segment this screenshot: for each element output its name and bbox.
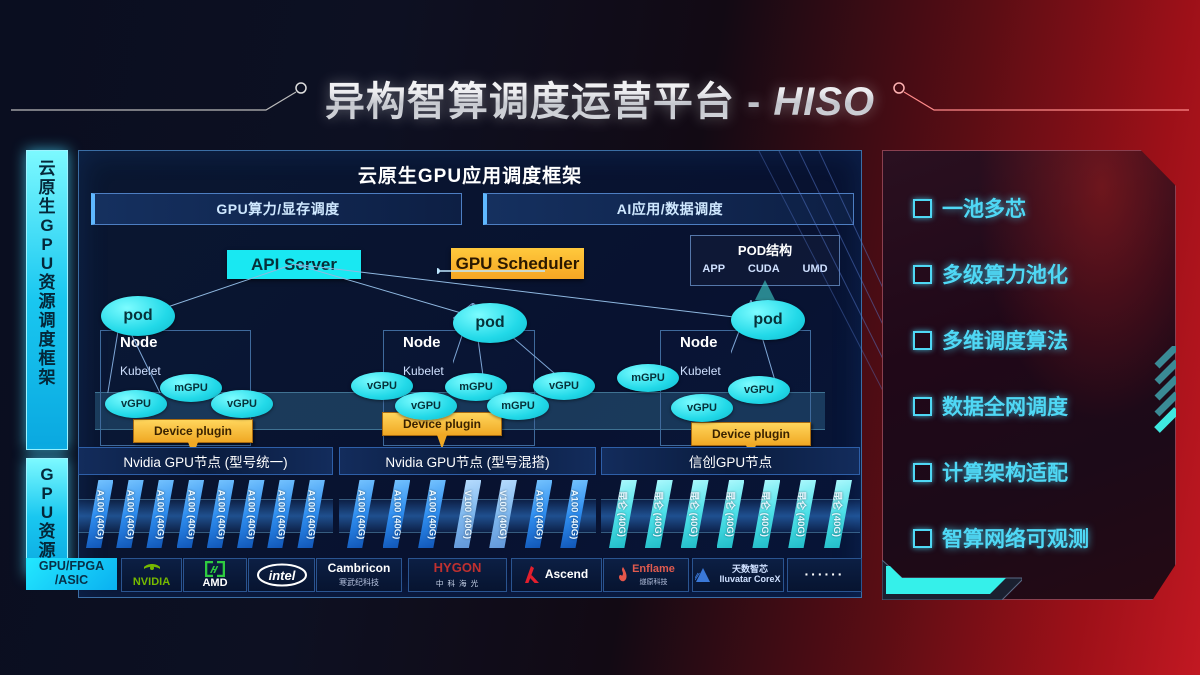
svg-text:intel: intel [268, 568, 295, 583]
